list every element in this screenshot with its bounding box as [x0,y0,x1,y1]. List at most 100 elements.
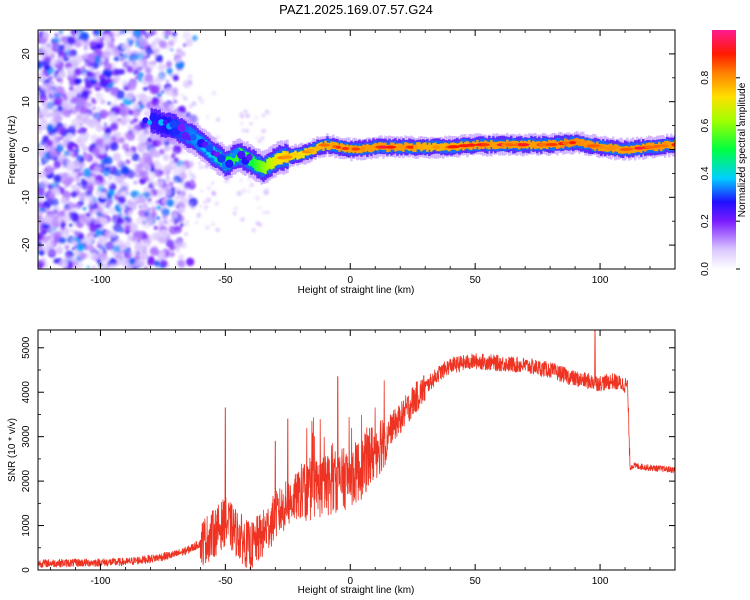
spectrogram-ridge-cell [156,116,159,129]
spectrogram-noise-cell [115,68,123,76]
spectrogram-noise-cell [109,88,119,97]
spectrogram-noise-cell [126,65,134,73]
colorbar-tick-label: 0.8 [700,70,711,84]
spectrogram-ridge-peak [315,146,320,150]
spectrogram-noise-cell [188,104,193,109]
spectrogram-ridge-cell [196,134,199,147]
spectrogram-ridge-peak [413,145,418,149]
spectrogram-noise-cell [138,157,145,164]
spectrogram-noise-cell [94,35,102,42]
spectrogram-ridge-cell [366,143,369,151]
spectrogram-noise-cell [64,50,70,56]
spectrogram-ridge-peak [292,153,301,157]
spectrogram-ridge-peak [562,141,570,145]
spectrogram-noise-cell [38,89,47,98]
spectrogram-noise-cell [239,111,243,116]
spectrogram-noise-cell [182,170,186,174]
spectrogram-noise-cell [49,150,57,158]
spectrogram-noise-cell [148,149,157,158]
spectrogram-ridge-cell [266,159,269,171]
spectrogram-noise-cell [175,48,183,55]
spectrogram-noise-cell [95,70,101,76]
spectrogram-noise-cell [115,90,126,100]
spectrogram-noise-cell [169,252,175,258]
spectrogram-noise-cell [198,165,203,170]
spectrogram-noise-cell [47,184,52,189]
spectrogram-noise-cell [67,36,76,46]
spectrogram-noise-cell [249,122,253,126]
spectrogram-noise-cell [162,186,173,197]
spectrogram-noise-cell [255,195,260,201]
spectrogram-noise-cell [233,206,238,211]
spectrogram-noise-cell [72,55,78,61]
spectrogram-ridge-cell [420,144,423,152]
spectrogram-noise-cell [117,177,122,182]
spectrogram-noise-cell [132,62,136,66]
spectrogram-noise-cell [104,179,112,187]
spectrogram-noise-cell [108,31,114,36]
spectrogram-noise-cell [175,247,180,253]
spectrogram-ridge-peak [432,145,440,149]
spectrogram-ridge-cell [370,145,373,153]
spectrogram-noise-cell [75,203,82,210]
spectrogram-noise-cell [132,266,137,269]
spectrogram-noise-cell [64,216,70,222]
spectrogram-noise-cell [78,199,85,206]
spectrogram-noise-cell [57,44,65,52]
spectrogram-noise-cell [53,174,62,183]
colorbar-tick-label: 0.2 [700,214,711,228]
spectrogram-noise-cell [126,130,134,138]
spectrogram-noise-cell [178,254,185,261]
spectrogram-noise-cell [50,81,54,85]
spectrogram-noise-cell [58,155,68,165]
spectrogram-noise-cell [90,97,95,102]
spectrogram-noise-cell [138,38,149,48]
spectrogram-ridge-cell [444,142,447,150]
spectrogram-noise-cell [166,264,171,268]
spectrogram-noise-cell [57,106,63,112]
spectrogram-noise-cell [176,71,180,75]
spectrogram-noise-cell [104,127,112,134]
spectrogram-noise-cell [125,216,133,224]
spectrogram-noise-cell [137,238,141,243]
spectrogram-noise-cell [120,30,128,35]
spectrogram-noise-cell [134,196,140,202]
spectrogram-ridge-cell [258,160,261,172]
colorbar-label: Normalized spectral amplitude [737,82,748,217]
spectrogram-noise-cell [241,128,246,133]
spectrogram-noise-cell [124,204,129,208]
spectrogram-noise-cell [205,205,208,208]
spectrogram-noise-cell [170,146,174,151]
spectrogram-ridge-blob [158,119,165,126]
spectrogram-ridge-cell [270,157,273,170]
spectrogram-noise-cell [187,169,192,174]
spectrogram-noise-cell [184,232,188,236]
spectrogram-ridge-cell [350,144,353,153]
spectrogram-noise-cell [116,191,122,197]
spectrogram-noise-cell [93,165,101,173]
spectrogram-ridge-cell [330,141,333,149]
spectrogram-noise-cell [64,244,70,250]
spectrogram-noise-cell [119,258,128,267]
spectrogram-noise-cell [63,232,69,238]
figure-title: PAZ1.2025.169.07.57.G24 [279,2,433,17]
spectrogram-noise-cell [51,58,57,65]
spectrogram-ridge-peak [643,145,656,149]
spectrogram-noise-cell [38,250,45,256]
spectrogram-noise-cell [60,136,64,140]
spectrogram-noise-cell [121,79,129,87]
spectrogram-noise-cell [177,200,183,206]
spectrogram-ridge-cell [154,115,157,128]
spectrogram-noise-cell [147,197,152,203]
spectrogram-noise-cell [74,74,78,78]
spectrogram-noise-cell [59,236,67,244]
spectrogram-ridge-cell [430,144,433,152]
spectrogram-noise-cell [38,68,44,74]
spectrogram-noise-cell [119,108,128,117]
spectrogram-noise-cell [108,175,113,180]
spectrogram-noise-cell [87,243,94,251]
spectrogram-ridge-blob [154,123,161,130]
spectrogram-noise-cell [78,252,87,260]
spectrogram-noise-cell [150,85,160,95]
